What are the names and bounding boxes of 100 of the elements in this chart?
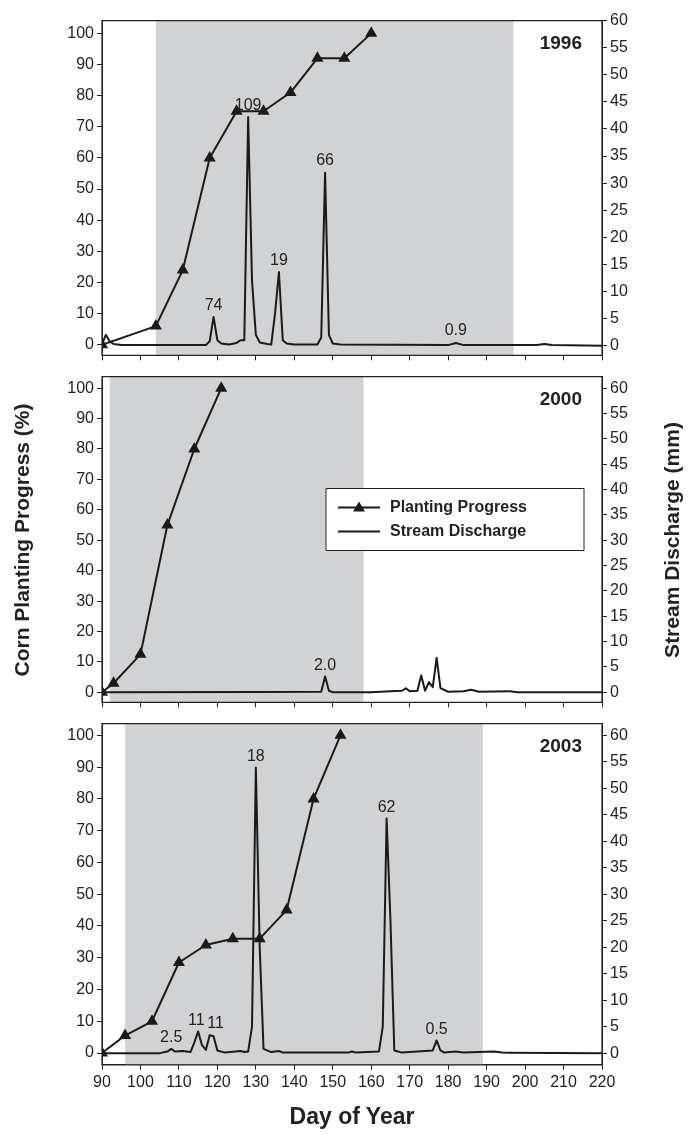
point xyxy=(119,1029,131,1040)
y2-tick-label: 40 xyxy=(610,480,628,497)
y-tick-label: 80 xyxy=(76,86,95,104)
x-tick-label: 130 xyxy=(242,1072,270,1090)
y2-tick-label: 45 xyxy=(610,805,628,823)
annotation: 74 xyxy=(204,295,223,313)
point xyxy=(227,932,239,943)
y-tick-label: 90 xyxy=(76,408,95,426)
y-tick-label: 50 xyxy=(76,530,95,548)
y-tick-label: 10 xyxy=(76,304,95,322)
y-tick-label: 60 xyxy=(76,500,95,518)
y2-tick-label: 50 xyxy=(610,778,628,796)
annotation: 0.5 xyxy=(425,1019,448,1037)
point xyxy=(150,320,162,330)
y2-tick-label: 5 xyxy=(610,308,619,326)
point xyxy=(312,52,323,62)
text: 2003 xyxy=(539,735,582,757)
y-tick-label: 30 xyxy=(76,948,95,966)
y2-tick-label: 55 xyxy=(610,38,628,56)
y2-tick-label: 10 xyxy=(610,281,628,299)
y2-tick-label: 10 xyxy=(610,990,628,1008)
annotation: 2.5 xyxy=(160,1028,183,1046)
y2-tick-label: 30 xyxy=(610,173,628,191)
text: 1996 xyxy=(539,32,582,54)
y2-tick-label: 5 xyxy=(610,1017,619,1035)
y2-tick-label: 15 xyxy=(610,606,628,624)
point xyxy=(281,904,292,914)
y-tick-label: 100 xyxy=(67,23,95,41)
point xyxy=(308,792,319,803)
point xyxy=(177,264,189,274)
point xyxy=(188,443,200,453)
y2-tick-label: 15 xyxy=(610,964,628,982)
y2-tick-label: 25 xyxy=(610,911,628,929)
y-tick-label: 0 xyxy=(85,335,95,353)
x-axis-title: Day of Year xyxy=(289,1103,415,1130)
y-tick-label: 50 xyxy=(76,179,95,197)
x-tick-label: 150 xyxy=(319,1072,347,1090)
y2-tick-label: 35 xyxy=(610,146,628,164)
x-tick-label: 200 xyxy=(511,1072,539,1090)
point xyxy=(204,151,216,162)
y-tick-label: 20 xyxy=(76,272,95,290)
y-tick-label: 10 xyxy=(76,652,95,670)
y-tick-label: 40 xyxy=(76,210,95,228)
point xyxy=(335,729,346,739)
y2-tick-label: 60 xyxy=(610,378,628,396)
point xyxy=(215,382,227,392)
point xyxy=(285,86,296,97)
annotation: 0.9 xyxy=(444,321,468,339)
x-tick-label: 110 xyxy=(166,1072,192,1090)
y-tick-label: 80 xyxy=(76,439,95,457)
y2-tick-label: 20 xyxy=(610,581,628,599)
x-tick-label: 120 xyxy=(204,1072,231,1090)
y-tick-label: 70 xyxy=(76,821,95,839)
x-tick-label: 100 xyxy=(127,1072,154,1090)
y2-tick-label: 30 xyxy=(610,530,628,548)
y2-tick-label: 20 xyxy=(610,227,628,245)
point xyxy=(162,519,173,529)
x-tick-label: 160 xyxy=(357,1072,385,1090)
text: 2000 xyxy=(539,388,582,410)
y2-tick-label: 50 xyxy=(610,65,628,83)
annotation: 109 xyxy=(234,95,262,113)
y-tick-label: 30 xyxy=(76,241,95,259)
x-tick-label: 180 xyxy=(434,1072,462,1090)
y-tick-label: 100 xyxy=(67,725,95,743)
point xyxy=(108,677,119,687)
y2-tick-label: 45 xyxy=(610,92,628,110)
y2-tick-label: 50 xyxy=(610,429,628,447)
y-tick-label: 0 xyxy=(85,1043,95,1061)
y-tick-label: 0 xyxy=(85,682,95,700)
y-tick-label: 70 xyxy=(76,469,95,487)
y2-tick-label: 25 xyxy=(610,200,628,218)
y2-tick-label: 0 xyxy=(610,682,619,700)
point xyxy=(200,939,212,949)
y-tick-label: 90 xyxy=(76,757,95,775)
y2-tick-label: 40 xyxy=(610,831,628,849)
legend-label: Planting Progress xyxy=(390,497,528,515)
annotation: 66 xyxy=(316,151,335,169)
y2-tick-label: 55 xyxy=(610,752,628,770)
y-tick-label: 40 xyxy=(76,561,95,579)
annotation: 19 xyxy=(270,250,288,268)
y-tick-label: 100 xyxy=(67,378,95,396)
y-tick-label: 50 xyxy=(76,884,95,902)
y2-tick-label: 10 xyxy=(610,632,628,649)
y-tick-label: 60 xyxy=(76,148,95,166)
legend-label: Stream Discharge xyxy=(390,521,527,539)
y2-tick-label: 25 xyxy=(610,556,628,573)
y2-axis-title: Stream Discharge (mm) xyxy=(660,421,684,658)
y-tick-label: 60 xyxy=(76,852,95,870)
y2-tick-label: 0 xyxy=(610,336,619,354)
y-tick-label: 70 xyxy=(76,117,95,135)
y2-tick-label: 35 xyxy=(610,505,628,523)
point xyxy=(254,932,266,943)
x-tick-label: 220 xyxy=(588,1072,616,1090)
y-tick-label: 80 xyxy=(76,789,95,807)
y-tick-label: 20 xyxy=(76,979,95,997)
y2-tick-label: 60 xyxy=(610,11,628,29)
y2-tick-label: 0 xyxy=(610,1043,619,1061)
y-axis-title: Corn Planting Progress (%) xyxy=(10,402,34,677)
y2-tick-label: 20 xyxy=(610,937,628,955)
point xyxy=(338,52,350,62)
